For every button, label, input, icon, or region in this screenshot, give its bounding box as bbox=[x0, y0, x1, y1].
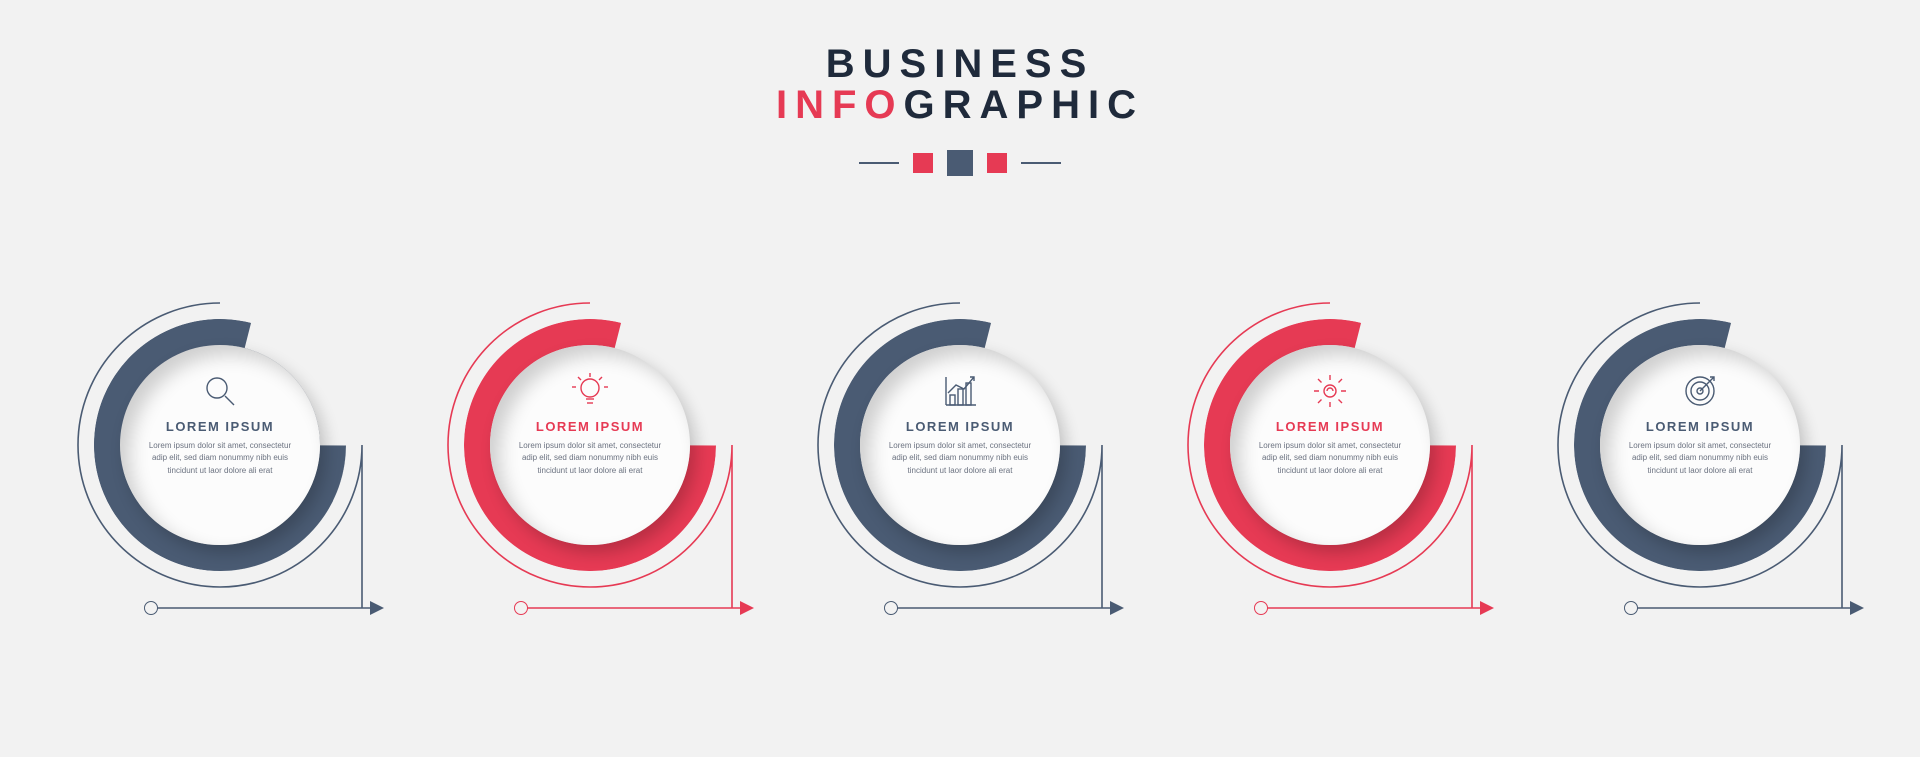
step-4: LOREM IPSUM Lorem ipsum dolor sit amet, … bbox=[1180, 295, 1480, 675]
lightbulb-icon bbox=[570, 371, 610, 411]
title-line-1: BUSINESS bbox=[0, 42, 1920, 87]
title-line-2: INFOGRAPHIC bbox=[0, 83, 1920, 128]
title-rest: GRAPHIC bbox=[904, 83, 1144, 127]
step-heading: LOREM IPSUM bbox=[1646, 419, 1754, 434]
step-5: LOREM IPSUM Lorem ipsum dolor sit amet, … bbox=[1550, 295, 1850, 675]
step-heading: LOREM IPSUM bbox=[906, 419, 1014, 434]
header-decor bbox=[0, 150, 1920, 176]
connector-node bbox=[884, 601, 898, 615]
step-3: LOREM IPSUM Lorem ipsum dolor sit amet, … bbox=[810, 295, 1110, 675]
step-heading: LOREM IPSUM bbox=[166, 419, 274, 434]
step-body: Lorem ipsum dolor sit amet, consectetur … bbox=[882, 440, 1038, 477]
magnifier-icon bbox=[200, 371, 240, 411]
step-disc: LOREM IPSUM Lorem ipsum dolor sit amet, … bbox=[1230, 345, 1430, 545]
decor-square bbox=[913, 153, 933, 173]
header: BUSINESS INFOGRAPHIC bbox=[0, 0, 1920, 176]
connector-node bbox=[514, 601, 528, 615]
decor-square bbox=[947, 150, 973, 176]
step-heading: LOREM IPSUM bbox=[536, 419, 644, 434]
step-body: Lorem ipsum dolor sit amet, consectetur … bbox=[142, 440, 298, 477]
decor-line bbox=[1021, 162, 1061, 164]
step-disc: LOREM IPSUM Lorem ipsum dolor sit amet, … bbox=[120, 345, 320, 545]
connector-node bbox=[144, 601, 158, 615]
connector-arrow bbox=[1480, 601, 1494, 615]
target-icon bbox=[1680, 371, 1720, 411]
connector-node bbox=[1624, 601, 1638, 615]
connector-node bbox=[1254, 601, 1268, 615]
step-body: Lorem ipsum dolor sit amet, consectetur … bbox=[512, 440, 668, 477]
step-disc: LOREM IPSUM Lorem ipsum dolor sit amet, … bbox=[860, 345, 1060, 545]
title-accent: INFO bbox=[776, 83, 904, 127]
step-heading: LOREM IPSUM bbox=[1276, 419, 1384, 434]
step-body: Lorem ipsum dolor sit amet, consectetur … bbox=[1252, 440, 1408, 477]
connector-arrow bbox=[370, 601, 384, 615]
connector-arrow bbox=[1850, 601, 1864, 615]
step-1: LOREM IPSUM Lorem ipsum dolor sit amet, … bbox=[70, 295, 370, 675]
bar-chart-icon bbox=[940, 371, 980, 411]
step-body: Lorem ipsum dolor sit amet, consectetur … bbox=[1622, 440, 1778, 477]
step-disc: LOREM IPSUM Lorem ipsum dolor sit amet, … bbox=[1600, 345, 1800, 545]
steps-row: LOREM IPSUM Lorem ipsum dolor sit amet, … bbox=[0, 295, 1920, 675]
decor-square bbox=[987, 153, 1007, 173]
gear-icon bbox=[1310, 371, 1350, 411]
connector-arrow bbox=[1110, 601, 1124, 615]
step-2: LOREM IPSUM Lorem ipsum dolor sit amet, … bbox=[440, 295, 740, 675]
decor-line bbox=[859, 162, 899, 164]
step-disc: LOREM IPSUM Lorem ipsum dolor sit amet, … bbox=[490, 345, 690, 545]
connector-arrow bbox=[740, 601, 754, 615]
